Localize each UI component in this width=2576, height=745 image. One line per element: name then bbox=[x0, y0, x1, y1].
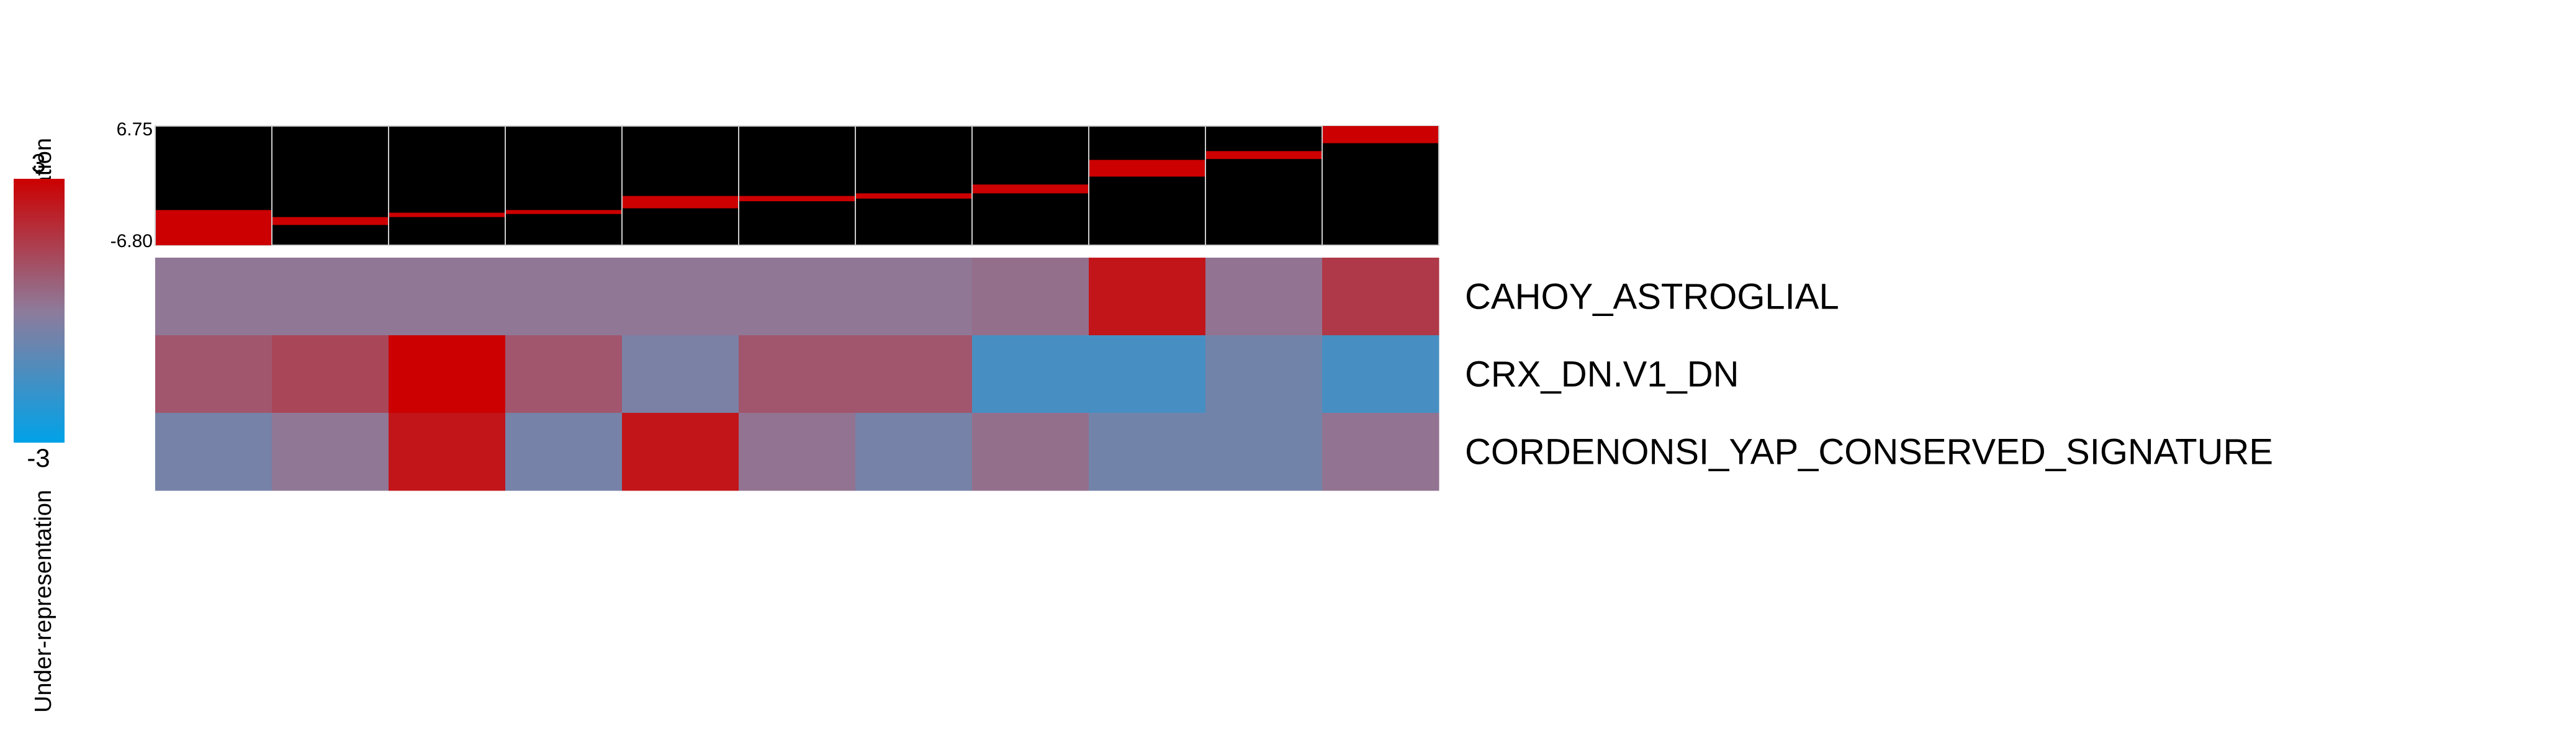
profile-cell bbox=[855, 125, 973, 246]
heatmap-cell bbox=[155, 258, 272, 336]
legend-color-bar bbox=[14, 179, 65, 443]
heatmap-cell bbox=[1322, 258, 1439, 336]
profile-y-max-label: 6.75 bbox=[117, 119, 153, 140]
legend-min-label: -3 bbox=[27, 443, 50, 472]
heatmap-cell bbox=[855, 258, 973, 336]
profile-range-bar bbox=[506, 210, 621, 214]
profile-range-bar bbox=[1323, 126, 1438, 143]
heatmap-grid: CAHOY_ASTROGLIAL CRX_DN.V1_DN CORDENONSI_Y… bbox=[155, 258, 2273, 491]
heatmap-cell bbox=[155, 413, 272, 491]
heatmap-cell bbox=[855, 413, 973, 491]
heatmap-cell bbox=[389, 413, 506, 491]
heatmap-cell bbox=[739, 335, 856, 413]
heatmap-cell bbox=[1322, 335, 1439, 413]
heatmap-cell bbox=[1205, 335, 1323, 413]
heatmap-cell bbox=[1089, 335, 1206, 413]
profile-panel: 6.75 -6.80 bbox=[110, 119, 1439, 251]
heatmap-cell bbox=[972, 335, 1089, 413]
heatmap-cell bbox=[972, 258, 1089, 336]
row-label: CAHOY_ASTROGLIAL bbox=[1465, 277, 1839, 317]
heatmap-cell bbox=[972, 413, 1089, 491]
profile-range-bar bbox=[272, 217, 388, 225]
legend-under-label: Under-representation bbox=[30, 490, 56, 713]
heatmap-cell bbox=[155, 335, 272, 413]
heatmap-cell bbox=[505, 413, 623, 491]
heatmap-cell bbox=[739, 258, 856, 336]
color-legend: Over-representation 3 -3 Under-represent… bbox=[14, 138, 65, 713]
profile-cell bbox=[738, 125, 856, 246]
profile-cell bbox=[505, 125, 623, 246]
profile-range-bar bbox=[1206, 151, 1322, 160]
heatmap-cell bbox=[505, 335, 623, 413]
heatmap-cell bbox=[1322, 413, 1439, 491]
profile-cell bbox=[1088, 125, 1206, 246]
heatmap-cell bbox=[1089, 413, 1206, 491]
heatmap-cell bbox=[389, 258, 506, 336]
profile-cell bbox=[1322, 125, 1439, 246]
heatmap-cell bbox=[622, 258, 739, 336]
heatmap-cell bbox=[272, 258, 389, 336]
profile-cell bbox=[621, 125, 739, 246]
heatmap-cell bbox=[739, 413, 856, 491]
heatmap-cell bbox=[272, 413, 389, 491]
heatmap-cell bbox=[622, 335, 739, 413]
profile-range-bar bbox=[856, 193, 971, 199]
heatmap-cell bbox=[1089, 258, 1206, 336]
profile-range-bar bbox=[1089, 160, 1205, 177]
heatmap-cell bbox=[855, 335, 973, 413]
profile-range-bar bbox=[389, 212, 505, 217]
row-label: CRX_DN.V1_DN bbox=[1465, 354, 1739, 395]
heatmap-cell bbox=[622, 413, 739, 491]
profile-range-bar bbox=[623, 196, 738, 209]
legend-max-label: 3 bbox=[31, 148, 45, 178]
heatmap-cell bbox=[1205, 258, 1323, 336]
profile-y-min-label: -6.80 bbox=[110, 231, 153, 251]
profile-cell bbox=[271, 125, 389, 246]
profile-cell bbox=[1205, 125, 1323, 246]
profile-range-bar bbox=[973, 184, 1088, 194]
profile-range-bar bbox=[739, 196, 855, 202]
heatmap-cell bbox=[272, 335, 389, 413]
heatmap-cell bbox=[389, 335, 506, 413]
heatmap-cell bbox=[1205, 413, 1323, 491]
profile-cell bbox=[388, 125, 506, 246]
heatmap-cell bbox=[505, 258, 623, 336]
profile-range-bar bbox=[156, 210, 271, 245]
row-label: CORDENONSI_YAP_CONSERVED_SIGNATURE bbox=[1465, 432, 2273, 472]
